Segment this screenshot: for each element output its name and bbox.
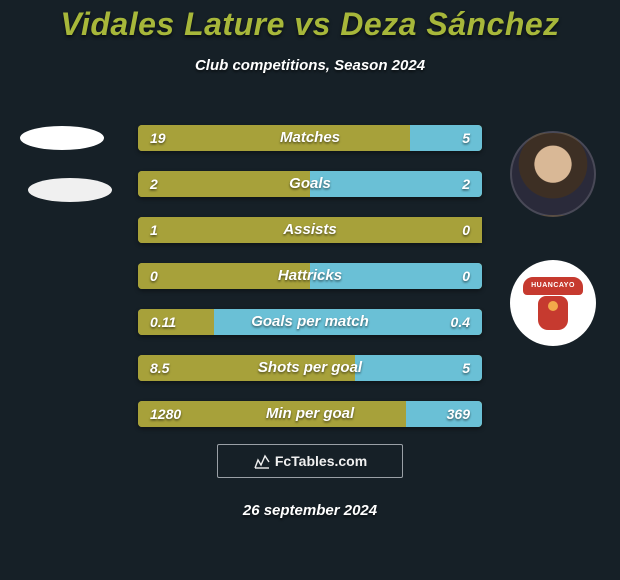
stat-value-left: 0.11 <box>150 309 176 335</box>
stat-value-left: 1 <box>150 217 158 243</box>
stat-bar-left <box>138 125 410 151</box>
stat-bar-right <box>214 309 482 335</box>
stat-bar-left <box>138 171 310 197</box>
page-subtitle: Club competitions, Season 2024 <box>0 57 620 74</box>
stat-value-right: 5 <box>462 355 470 381</box>
comparison-card: Vidales Lature vs Deza Sánchez Club comp… <box>0 0 620 580</box>
player-left-avatar <box>20 126 104 150</box>
stat-bar-left <box>138 355 355 381</box>
stat-value-right: 369 <box>447 401 470 427</box>
stat-value-right: 0 <box>462 263 470 289</box>
stat-value-right: 0.4 <box>451 309 470 335</box>
stat-row: 0.110.4Goals per match <box>138 309 482 335</box>
stat-row: 8.55Shots per goal <box>138 355 482 381</box>
badge-mascot-icon <box>538 296 568 330</box>
stat-row: 1280369Min per goal <box>138 401 482 427</box>
club-right-badge: HUANCAYO <box>510 260 596 346</box>
stat-value-left: 1280 <box>150 401 181 427</box>
stat-bar-right <box>310 263 482 289</box>
stat-bar-left <box>138 263 310 289</box>
stat-value-right: 2 <box>462 171 470 197</box>
brand-text: FcTables.com <box>275 453 367 469</box>
stat-value-right: 5 <box>462 125 470 151</box>
brand-logo-icon <box>253 452 271 470</box>
stat-bar-right <box>410 125 482 151</box>
stat-row: 10Assists <box>138 217 482 243</box>
stat-bar-left <box>138 217 482 243</box>
stat-value-left: 8.5 <box>150 355 169 381</box>
club-left-badge <box>28 178 112 202</box>
brand-footer[interactable]: FcTables.com <box>217 444 403 478</box>
footer-date: 26 september 2024 <box>0 502 620 519</box>
stats-bars: 195Matches22Goals10Assists00Hattricks0.1… <box>138 125 482 447</box>
stat-value-left: 19 <box>150 125 166 151</box>
badge-text: HUANCAYO <box>523 277 583 295</box>
stat-row: 22Goals <box>138 171 482 197</box>
stat-value-left: 2 <box>150 171 158 197</box>
stat-value-left: 0 <box>150 263 158 289</box>
stat-row: 00Hattricks <box>138 263 482 289</box>
stat-row: 195Matches <box>138 125 482 151</box>
stat-value-right: 0 <box>462 217 470 243</box>
stat-bar-right <box>406 401 482 427</box>
page-title: Vidales Lature vs Deza Sánchez <box>0 6 620 43</box>
player-right-avatar <box>510 131 596 217</box>
stat-bar-right <box>310 171 482 197</box>
